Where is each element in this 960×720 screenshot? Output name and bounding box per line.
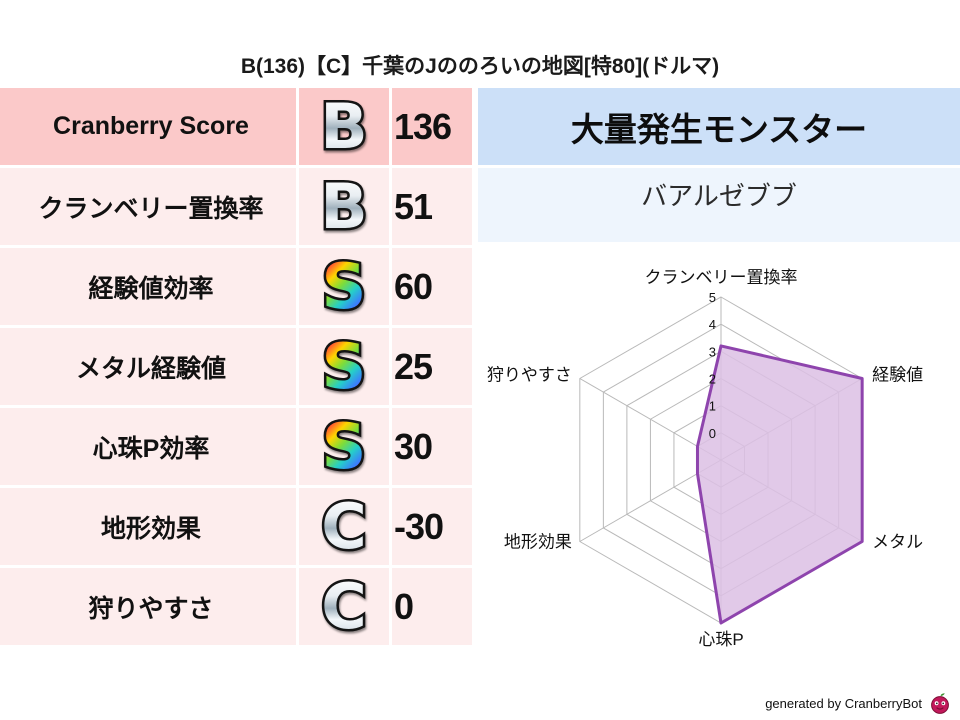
cranberry-icon: [931, 693, 949, 714]
rank-badge-fill: B: [320, 89, 368, 163]
rank-badge-outline: B: [318, 93, 370, 160]
monster-name: バアルゼブブ: [478, 168, 960, 242]
stat-label: クランベリー置換率: [0, 168, 296, 245]
rank-badge-cell: B B: [299, 88, 389, 165]
stat-value: 0: [392, 568, 472, 645]
rank-badge-fill: S: [321, 249, 367, 323]
rank-badge-cell: S S: [299, 328, 389, 405]
rank-badge-outline: C: [319, 493, 369, 560]
footer-text: generated by CranberryBot: [765, 695, 922, 711]
radar-axis-label: クランベリー置換率: [645, 268, 798, 287]
table-row: メタル経験値 S S 25: [0, 328, 472, 405]
radar-axis-label: 地形効果: [504, 533, 572, 552]
table-row: 心珠P効率 S S 30: [0, 408, 472, 485]
rank-badge-outline: S: [319, 333, 369, 400]
rank-badge-outline: S: [319, 413, 369, 480]
stat-label: 心珠P効率: [0, 408, 296, 485]
footer: generated by CranberryBot: [765, 691, 952, 715]
radar-chart: 0 1 2 3 4 5 クランベリー置換率経験値メタル心珠P 地形効果 狩りやすさ: [478, 245, 960, 695]
monster-panel: 大量発生モンスター バアルゼブブ: [478, 88, 960, 242]
monster-section-title: 大量発生モンスター: [478, 88, 960, 165]
rank-badge-fill: C: [321, 489, 367, 563]
stat-label: メタル経験値: [0, 328, 296, 405]
rank-badge-c-icon: C C: [319, 569, 369, 643]
table-row: 狩りやすさ C C 0: [0, 568, 472, 645]
rank-badge-cell: C C: [299, 568, 389, 645]
rank-badge-outline: S: [319, 253, 369, 320]
rank-badge-fill: B: [320, 169, 368, 243]
table-row-header: Cranberry Score B B 136: [0, 88, 472, 165]
rank-badge-cell: B B: [299, 168, 389, 245]
rank-badge-s-icon: S S: [319, 409, 369, 483]
radar-axis-label: 経験値: [872, 366, 923, 385]
stat-value: 25: [392, 328, 472, 405]
stat-value: 30: [392, 408, 472, 485]
table-row: 経験値効率 S S 60: [0, 248, 472, 325]
stat-label: 狩りやすさ: [0, 568, 296, 645]
radar-axis-label: 狩りやすさ: [487, 366, 572, 385]
rank-badge-b-icon: B B: [318, 89, 370, 163]
rank-badge-s-icon: S S: [319, 329, 369, 403]
stat-label: 経験値効率: [0, 248, 296, 325]
radar-tick-label: 3: [709, 344, 716, 359]
stat-value: -30: [392, 488, 472, 565]
stat-value: 60: [392, 248, 472, 325]
radar-axis-label: メタル: [872, 533, 923, 552]
rank-badge-cell: C C: [299, 488, 389, 565]
rank-badge-cell: S S: [299, 408, 389, 485]
table-row: 地形効果 C C -30: [0, 488, 472, 565]
stat-value: 136: [392, 88, 472, 165]
stat-label: Cranberry Score: [0, 88, 296, 165]
rank-badge-outline: C: [319, 573, 369, 640]
radar-tick-label: 4: [709, 317, 716, 332]
stat-label: 地形効果: [0, 488, 296, 565]
radar-data-polygon: [695, 344, 864, 625]
rank-badge-fill: S: [321, 329, 367, 403]
stat-value: 51: [392, 168, 472, 245]
radar-tick-label: 5: [709, 290, 716, 305]
stat-table: Cranberry Score B B 136 クランベリー置換率 B B 51…: [0, 88, 472, 648]
radar-tick-label: 2: [709, 372, 716, 387]
rank-badge-fill: C: [321, 569, 367, 643]
radar-tick-label: 0: [709, 426, 716, 441]
rank-badge-c-icon: C C: [319, 489, 369, 563]
radar-axis-label: 心珠P: [698, 630, 743, 649]
page-title: B(136)【C】千葉のJののろいの地図[特80](ドルマ): [240, 55, 720, 78]
rank-badge-outline: B: [318, 173, 370, 240]
table-row: クランベリー置換率 B B 51: [0, 168, 472, 245]
rank-badge-s-icon: S S: [319, 249, 369, 323]
rank-badge-fill: S: [321, 409, 367, 483]
radar-tick-label: 1: [709, 399, 716, 414]
rank-badge-b-icon: B B: [318, 169, 370, 243]
rank-badge-cell: S S: [299, 248, 389, 325]
